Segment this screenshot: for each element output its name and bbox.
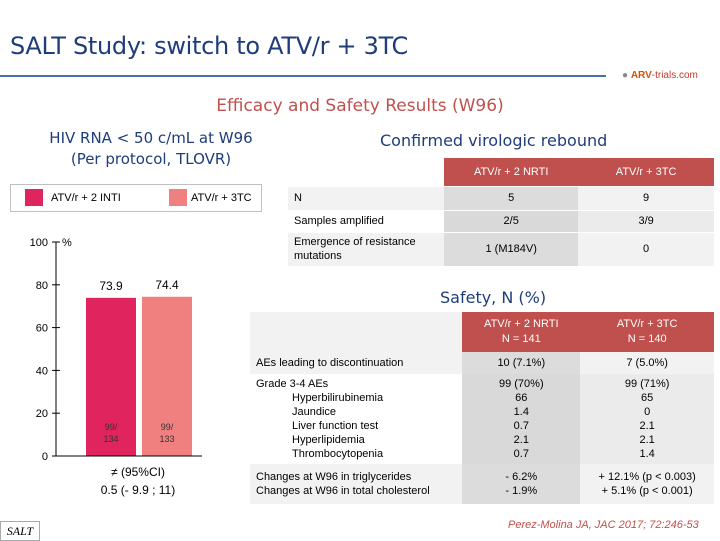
- difference-ci-annotation: 0.5 (- 9.9 ; 11): [101, 483, 175, 497]
- safety-value: - 6.2%: [505, 471, 538, 483]
- bar-3tc: [142, 296, 192, 456]
- logo-suffix: -trials.com: [651, 70, 698, 81]
- rebound-value: 0: [578, 232, 714, 267]
- rebound-col-3tc: ATV/r + 3TC: [578, 158, 714, 187]
- rebound-value: 9: [578, 186, 714, 211]
- safety-grade-label: Hyperlipidemia: [292, 434, 365, 446]
- bar-count-label: 99/: [105, 422, 118, 432]
- table-row: Changes at W96 in triglycerides Changes …: [250, 464, 714, 504]
- bar-count-label: 99/: [161, 422, 174, 432]
- efficacy-heading-line2: (Per protocol, TLOVR): [70, 150, 232, 168]
- safety-grade-label: Hyperbilirubinemia: [292, 392, 384, 404]
- rebound-label-resistance-line1: Emergence of resistance: [294, 236, 416, 248]
- arv-trials-logo: ● ARV-trials.com: [622, 70, 698, 81]
- rebound-heading: Confirmed virologic rebound: [380, 131, 608, 150]
- bar-value-label: 74.4: [155, 278, 179, 292]
- rebound-label-resistance-line2: mutations: [294, 250, 342, 262]
- slide-title: SALT Study: switch to ATV/r + 3TC: [10, 32, 409, 60]
- rebound-value: 3/9: [578, 210, 714, 233]
- bar-value-label: 73.9: [99, 279, 123, 293]
- safety-table: ATV/r + 2 NRTI N = 141 ATV/r + 3TC N = 1…: [250, 312, 714, 504]
- safety-value: 1.4: [639, 448, 655, 460]
- rebound-label-n: N: [288, 186, 445, 211]
- table-row: AEs leading to discontinuation 10 (7.1%)…: [250, 352, 714, 374]
- legend-swatch-3tc: [169, 189, 187, 206]
- safety-value: + 12.1% (p < 0.003): [598, 471, 696, 483]
- safety-col-2nrti-line2: N = 141: [501, 333, 541, 345]
- rebound-value: 2/5: [444, 210, 579, 233]
- bar-count-label: 134: [103, 434, 118, 444]
- safety-col-2nrti: ATV/r + 2 NRTI N = 141: [462, 312, 581, 352]
- table-row: Emergence of resistance mutations 1 (M18…: [288, 232, 714, 267]
- safety-label-lipids: Changes at W96 in triglycerides Changes …: [250, 464, 463, 504]
- rebound-label-samples: Samples amplified: [288, 210, 445, 233]
- chart-legend: ATV/r + 2 INTI ATV/r + 3TC: [10, 184, 262, 212]
- safety-grade-values-2nrti: 99 (70%) 66 1.4 0.7 2.1 0.7: [462, 374, 581, 464]
- safety-lipid-values-2nrti: - 6.2% - 1.9%: [462, 464, 581, 504]
- safety-grade-label: Liver function test: [292, 420, 379, 432]
- y-tick-label: 0: [42, 451, 48, 463]
- efficacy-bar-chart: 0 20 40 60 80 100 % 73.9 99/134 74.4 99/133 ≠ (95%C…: [30, 237, 202, 497]
- safety-grade-label: Grade 3-4 AEs: [256, 378, 329, 390]
- safety-lipid-values-3tc: + 12.1% (p < 0.003) + 5.1% (p < 0.001): [580, 464, 714, 504]
- safety-value: 66: [515, 392, 528, 404]
- efficacy-heading-line1: HIV RNA < 50 c/mL at W96: [49, 129, 253, 147]
- y-tick-label: 20: [36, 408, 48, 420]
- logo-brand: ARV: [630, 70, 652, 81]
- safety-value: 2.1: [513, 434, 529, 446]
- safety-value: 1.4: [513, 406, 529, 418]
- safety-value: - 1.9%: [505, 485, 538, 497]
- rebound-label-resistance: Emergence of resistance mutations: [288, 232, 445, 267]
- rebound-value: 1 (M184V): [444, 232, 579, 267]
- legend-swatch-2inti: [25, 189, 43, 206]
- title-divider: [0, 75, 606, 77]
- difference-annotation: ≠ (95%CI): [111, 465, 165, 479]
- rebound-table: ATV/r + 2 NRTI ATV/r + 3TC N 5 9 Samples…: [288, 158, 714, 267]
- rebound-value: 5: [444, 186, 579, 211]
- safety-col-2nrti-line1: ATV/r + 2 NRTI: [484, 318, 559, 330]
- y-axis-unit-label: %: [62, 237, 72, 249]
- safety-grade-values-3tc: 99 (71%) 65 0 2.1 2.1 1.4: [580, 374, 714, 464]
- efficacy-heading: HIV RNA < 50 c/mL at W96 (Per protocol, …: [20, 128, 282, 170]
- safety-col-3tc-line2: N = 140: [627, 333, 667, 345]
- safety-col-3tc-line1: ATV/r + 3TC: [616, 318, 678, 330]
- safety-value: 0.7: [513, 420, 529, 432]
- safety-lipid-label-chol: Changes at W96 in total cholesterol: [256, 485, 430, 497]
- safety-value: 10 (7.1%): [462, 352, 581, 374]
- rebound-col-2nrti: ATV/r + 2 NRTI: [444, 158, 579, 187]
- safety-label-grade34: Grade 3-4 AEs Hyperbilirubinemia Jaundic…: [250, 374, 463, 464]
- safety-grade-label: Thrombocytopenia: [292, 448, 384, 460]
- salt-badge: SALT: [0, 521, 40, 541]
- safety-value: 99 (70%): [498, 378, 544, 390]
- section-subtitle: Efficacy and Safety Results (W96): [216, 96, 504, 116]
- table-row: N 5 9: [288, 186, 714, 211]
- legend-label-3tc: ATV/r + 3TC: [191, 192, 252, 204]
- safety-header-row: ATV/r + 2 NRTI N = 141 ATV/r + 3TC N = 1…: [250, 312, 714, 352]
- safety-value: 2.1: [639, 434, 655, 446]
- safety-value: 2.1: [639, 420, 655, 432]
- y-tick-label: 60: [36, 323, 48, 335]
- table-row: Samples amplified 2/5 3/9: [288, 210, 714, 233]
- safety-lipid-label-tg: Changes at W96 in triglycerides: [256, 471, 412, 483]
- safety-value: 7 (5.0%): [580, 352, 714, 374]
- y-tick-label: 100: [30, 237, 48, 249]
- safety-label-ae-discontinuation: AEs leading to discontinuation: [250, 352, 463, 374]
- bar-2inti: [86, 297, 136, 456]
- safety-value: 99 (71%): [624, 378, 670, 390]
- rebound-header-row: ATV/r + 2 NRTI ATV/r + 3TC: [288, 158, 714, 187]
- bar-count-label: 133: [159, 434, 174, 444]
- table-row: Grade 3-4 AEs Hyperbilirubinemia Jaundic…: [250, 374, 714, 464]
- legend-label-2inti: ATV/r + 2 INTI: [51, 192, 121, 204]
- y-tick-label: 80: [36, 280, 48, 292]
- reference-citation: Perez-Molina JA, JAC 2017; 72:246-53: [508, 519, 699, 531]
- safety-value: 0.7: [513, 448, 529, 460]
- safety-value: 0: [644, 406, 651, 418]
- safety-heading: Safety, N (%): [440, 288, 547, 307]
- y-tick-label: 40: [36, 365, 48, 377]
- safety-col-3tc: ATV/r + 3TC N = 140: [580, 312, 714, 352]
- safety-value: + 5.1% (p < 0.001): [601, 485, 693, 497]
- safety-grade-label: Jaundice: [292, 406, 337, 418]
- safety-value: 65: [641, 392, 654, 404]
